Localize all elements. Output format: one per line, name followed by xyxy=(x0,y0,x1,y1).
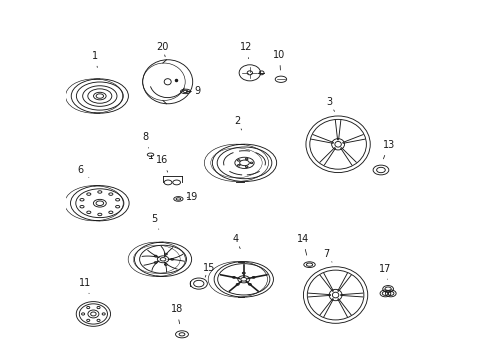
Text: 11: 11 xyxy=(79,278,91,294)
Text: 15: 15 xyxy=(202,262,215,277)
Text: 18: 18 xyxy=(170,304,183,324)
Text: 8: 8 xyxy=(142,132,148,148)
Text: 19: 19 xyxy=(185,192,197,202)
Text: 2: 2 xyxy=(234,116,241,130)
Text: 12: 12 xyxy=(240,42,252,59)
Text: 6: 6 xyxy=(78,165,89,177)
Text: 14: 14 xyxy=(296,234,308,255)
Text: 16: 16 xyxy=(156,156,168,172)
Text: 7: 7 xyxy=(322,249,331,262)
Text: 5: 5 xyxy=(151,213,159,229)
Text: 3: 3 xyxy=(326,97,334,111)
Text: 1: 1 xyxy=(92,51,98,67)
Text: 20: 20 xyxy=(156,42,168,57)
Text: 13: 13 xyxy=(382,140,394,159)
Text: 9: 9 xyxy=(190,86,200,96)
Text: 17: 17 xyxy=(378,264,390,279)
Text: 10: 10 xyxy=(273,50,285,70)
Text: 4: 4 xyxy=(232,234,240,249)
